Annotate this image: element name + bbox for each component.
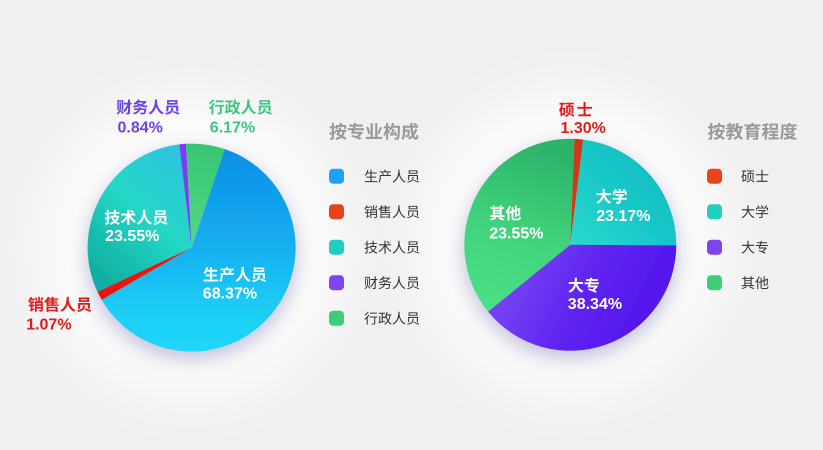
svg-text:23.55%: 23.55%	[105, 228, 159, 245]
svg-text:1.07%: 1.07%	[26, 317, 71, 334]
svg-text:0.84%: 0.84%	[118, 119, 163, 136]
svg-text:23.17%: 23.17%	[596, 208, 650, 225]
svg-text:68.37%: 68.37%	[203, 286, 257, 303]
svg-text:23.55%: 23.55%	[489, 225, 543, 242]
svg-text:38.34%: 38.34%	[568, 296, 622, 313]
svg-text:1.30%: 1.30%	[561, 120, 606, 137]
svg-text:6.17%: 6.17%	[210, 120, 255, 137]
